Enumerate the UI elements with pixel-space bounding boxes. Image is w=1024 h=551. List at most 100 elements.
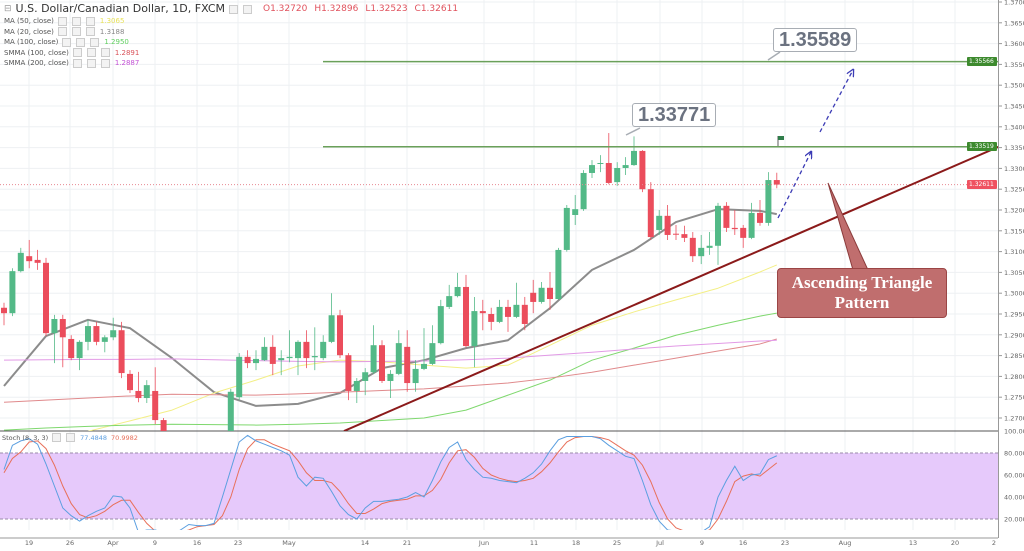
indicator-label[interactable]: MA (100, close) <box>4 38 59 46</box>
time-tick-label: 16 <box>739 539 747 547</box>
candle-body <box>17 252 24 272</box>
candle-body <box>320 341 327 359</box>
candle <box>496 299 503 324</box>
candle-body <box>303 341 310 359</box>
candle-body <box>395 343 402 374</box>
candle <box>463 274 469 348</box>
candle-body <box>530 292 537 302</box>
price-tick-label: 1.36500 <box>1004 19 1024 27</box>
candle <box>211 440 217 455</box>
indicator-label[interactable]: SMMA (100, close) <box>4 48 69 57</box>
settings-icon[interactable] <box>86 58 96 68</box>
candle <box>26 239 33 269</box>
price-tick-label: 1.32500 <box>1004 186 1024 194</box>
close-icon[interactable] <box>100 48 110 58</box>
settings-icon[interactable] <box>71 27 81 37</box>
time-tick-label: 21 <box>403 539 411 547</box>
candle <box>631 136 637 166</box>
candle-body <box>513 304 520 317</box>
candle <box>227 388 234 431</box>
settings-icon[interactable] <box>229 4 238 14</box>
projection-arrow <box>777 152 811 219</box>
candle <box>757 200 763 226</box>
price-tick-label: 1.34500 <box>1004 103 1024 111</box>
moving-average-line <box>3 339 777 363</box>
time-tick-label: Jun <box>478 539 489 547</box>
close-icon[interactable] <box>243 4 252 14</box>
indicator-value: 1.3188 <box>99 27 125 36</box>
candle-body <box>647 189 654 238</box>
settings-icon[interactable] <box>76 37 86 47</box>
candle-body <box>454 286 461 297</box>
collapse-icon[interactable]: ⊟ <box>4 4 12 14</box>
candle <box>723 202 730 233</box>
close-icon[interactable] <box>85 16 95 26</box>
candle <box>664 205 671 240</box>
visibility-icon[interactable] <box>57 27 67 37</box>
stoch-close-icon[interactable] <box>66 433 76 442</box>
symbol-title[interactable]: U.S. Dollar/Canadian Dollar, 1D, FXCM <box>15 2 225 15</box>
resistance-price-label[interactable]: 1.33771 <box>632 103 717 127</box>
stoch-d-value: 70.9982 <box>111 433 138 442</box>
candle-body <box>9 271 16 314</box>
visibility-icon[interactable] <box>72 58 82 68</box>
candle-body <box>547 287 553 300</box>
settings-icon[interactable] <box>86 48 96 58</box>
projection-arrow <box>819 70 853 133</box>
candle <box>177 437 183 452</box>
stoch-label[interactable]: Stoch (8, 3, 3) <box>2 433 49 442</box>
candle-body <box>715 205 721 246</box>
candle <box>387 370 394 399</box>
close-icon[interactable] <box>100 58 110 68</box>
candle <box>706 232 713 255</box>
settings-icon[interactable] <box>71 16 81 26</box>
visibility-icon[interactable] <box>72 48 82 58</box>
pattern-callout-line2: Pattern <box>834 293 890 312</box>
visibility-icon[interactable] <box>57 16 67 26</box>
indicator-row[interactable]: MA (100, close) 1.2950 <box>4 37 458 48</box>
candle-body <box>160 420 167 431</box>
price-tick-label: 1.29500 <box>1004 311 1024 319</box>
stoch-settings-icon[interactable] <box>52 433 62 442</box>
pattern-callout[interactable]: Ascending Triangle Pattern <box>777 268 947 318</box>
indicator-row[interactable]: SMMA (200, close) 1.2887 <box>4 58 458 69</box>
candle <box>605 133 612 185</box>
close-icon[interactable] <box>90 37 100 47</box>
indicator-row[interactable]: SMMA (100, close) 1.2891 <box>4 48 458 59</box>
candle <box>51 314 58 364</box>
candle-body <box>370 345 377 373</box>
time-tick-label: 16 <box>193 539 201 547</box>
candle <box>253 350 259 371</box>
candle-body <box>135 390 142 399</box>
stoch-d-line <box>3 436 778 530</box>
visibility-icon[interactable] <box>62 37 72 47</box>
indicator-label[interactable]: SMMA (200, close) <box>4 59 69 67</box>
candle <box>135 371 142 403</box>
chart-legend: ⊟ U.S. Dollar/Canadian Dollar, 1D, FXCM … <box>4 2 458 69</box>
candle-body <box>203 443 209 451</box>
indicator-label[interactable]: MA (50, close) <box>4 17 54 25</box>
candle-body <box>236 356 243 398</box>
candle <box>698 234 705 265</box>
candle-body <box>227 391 234 431</box>
indicator-value: 1.3065 <box>99 17 125 25</box>
candle <box>715 202 721 265</box>
candle <box>118 321 125 379</box>
candle <box>446 284 453 310</box>
candle-body <box>446 296 453 307</box>
indicator-value: 1.2891 <box>114 48 140 57</box>
candle <box>244 350 251 369</box>
time-tick-label: 26 <box>66 539 74 547</box>
candle-body <box>765 180 772 223</box>
candle <box>219 434 225 448</box>
candle <box>353 378 360 404</box>
indicator-label[interactable]: MA (20, close) <box>4 27 54 36</box>
indicator-row[interactable]: MA (20, close) 1.3188 <box>4 27 458 38</box>
candle <box>68 335 75 361</box>
candle-body <box>597 162 604 164</box>
candle-body <box>295 341 301 359</box>
target-price-label[interactable]: 1.35589 <box>773 28 858 52</box>
close-icon[interactable] <box>85 27 95 37</box>
indicator-row[interactable]: MA (50, close) 1.3065 <box>4 16 458 27</box>
